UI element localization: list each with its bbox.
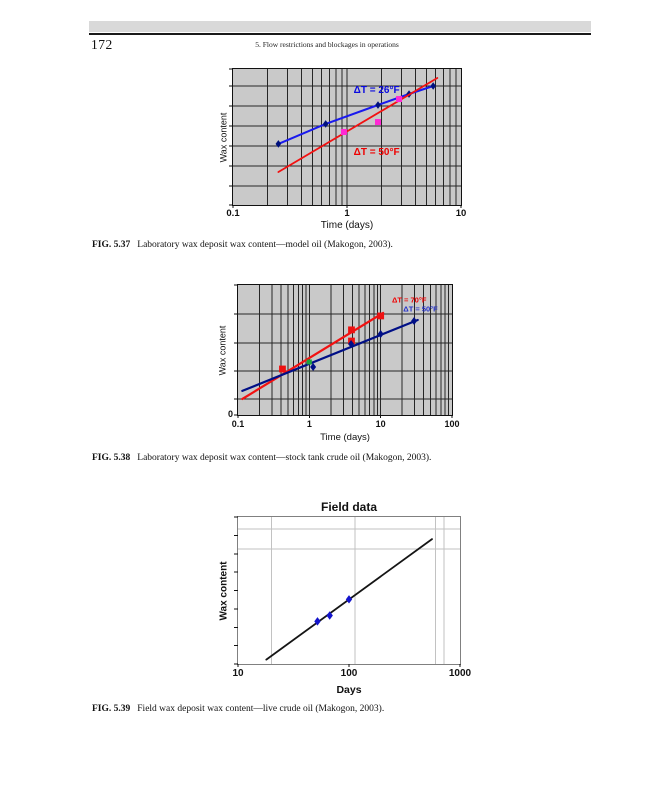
chart-fig-5-38: 0.1 1 10 100 Time (days) Wax content 0 ΔT = 70°… [218,284,460,442]
y-axis-title-text: Wax content [219,560,231,621]
data-point-square [348,326,355,334]
running-head: 5. Flow restrictions and blockages in op… [255,40,399,49]
x-tick-label: 10 [232,668,244,679]
data-point-square [396,96,403,103]
y-axis-title-text: Wax content [217,325,228,375]
series-label: ΔT = 50°F [353,147,400,159]
data-point-diamond [375,101,381,109]
series-label: ΔT = 26°F [353,85,400,97]
chart-canvas [229,68,462,208]
x-tick-label: 10 [375,419,386,429]
x-axis-title: Time (days) [320,432,370,443]
x-tick-label: 0.1 [226,208,240,219]
x-tick-label: 1 [306,419,312,429]
y-axis-title: Wax content [216,285,230,415]
figure-label: FIG. 5.37 [92,240,131,250]
data-point-diamond [377,330,384,339]
figure-label: FIG. 5.39 [92,704,131,714]
data-point-square [377,312,385,320]
data-point-diamond [326,611,333,620]
series-line [241,311,385,401]
x-tick-label: 1000 [448,668,472,679]
chart-fig-5-37: 0.1 1 10 Time (days) Wax content ΔT = 26°F ΔT … [219,68,466,231]
chart-fig-5-39: 10 100 1000 Days Wax content Field data [219,501,471,695]
figure-caption-5-39: FIG. 5.39 Field wax deposit wax content—l… [92,704,582,716]
data-point-diamond [411,317,418,326]
y-axis-title: Wax content [217,69,231,205]
x-tick-label: 0.1 [231,419,245,429]
figure-caption-text: Laboratory wax deposit wax content—stock… [137,453,432,463]
y-origin-label: 0 [228,409,234,419]
x-tick-label: 10 [455,208,467,219]
data-point-diamond [310,363,317,372]
x-axis-title: Time (days) [320,220,374,231]
figure-caption-text: Laboratory wax deposit wax content—model… [137,240,393,250]
data-point-diamond [348,340,355,349]
data-point-square [279,365,286,373]
data-point-diamond [314,617,321,626]
chart-canvas [234,516,461,667]
series-label: ΔT = 50°F [403,304,438,314]
x-tick-label: 100 [340,668,358,679]
y-axis-title: Wax content [218,517,232,664]
header-rule [89,33,591,35]
data-point-diamond [430,82,436,90]
header-banner [89,21,591,32]
chart-title: Field data [320,500,378,514]
series-line [241,318,419,393]
figure-caption-5-38: FIG. 5.38 Laboratory wax deposit wax cont… [92,453,582,465]
figure-caption-text: Field wax deposit wax content—live crude… [137,704,385,714]
figure-caption-5-37: FIG. 5.37 Laboratory wax deposit wax cont… [92,240,582,252]
data-point-diamond [275,140,282,148]
x-axis-title: Days [336,684,362,696]
y-axis-title-text: Wax content [218,112,229,162]
x-tick-label: 100 [444,419,460,429]
chart-canvas [234,284,453,418]
series-label: ΔT = 70°F [391,295,427,305]
data-point-diamond [322,120,329,128]
data-point-square [340,128,347,135]
figure-label: FIG. 5.38 [92,453,131,463]
series-line [277,77,439,173]
data-point-square [374,119,381,126]
data-point-square [306,359,312,365]
x-tick-label: 1 [344,208,350,219]
data-point-diamond [345,595,353,604]
page-number: 172 [91,37,113,52]
